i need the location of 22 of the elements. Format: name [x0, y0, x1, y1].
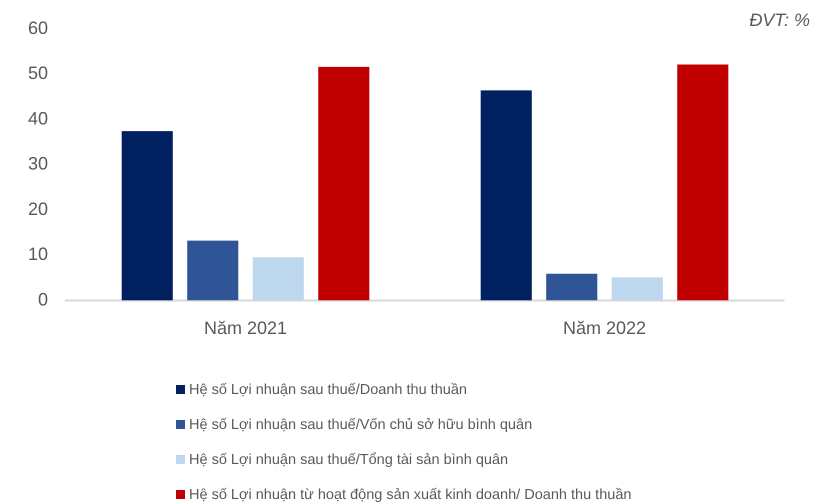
legend-label: Hệ số Lợi nhuận sau thuế/Vốn chủ sở hữu bình quân — [189, 416, 532, 432]
x-tick-label: Năm 2021 — [204, 318, 288, 338]
legend-label: Hệ số Lợi nhuận từ hoạt động sản xuất kinh doanh/ Doanh thu thuần — [189, 486, 632, 502]
y-tick-label: 40 — [28, 108, 48, 128]
x-tick-label: Năm 2022 — [562, 318, 646, 338]
y-tick-label: 30 — [28, 154, 48, 174]
bar — [252, 257, 304, 300]
y-tick-label: 60 — [28, 18, 48, 38]
y-tick-label: 50 — [28, 63, 48, 84]
annotation: ĐVT: % — [749, 10, 810, 31]
bar — [546, 274, 598, 300]
bar — [677, 64, 728, 300]
bar — [318, 66, 370, 300]
y-tick-label: 0 — [38, 289, 48, 310]
bar — [187, 240, 238, 300]
legend-label: Hệ số Lợi nhuận sau thuế/Doanh thu thuần — [189, 382, 467, 398]
bar — [480, 90, 532, 300]
y-tick-label: 20 — [28, 198, 48, 219]
y-tick-label: 10 — [28, 244, 48, 264]
bar — [122, 131, 173, 300]
legend-label: Hệ số Lợi nhuận sau thuế/Tổng tài sản bình quân — [189, 452, 508, 468]
bar — [612, 277, 663, 300]
